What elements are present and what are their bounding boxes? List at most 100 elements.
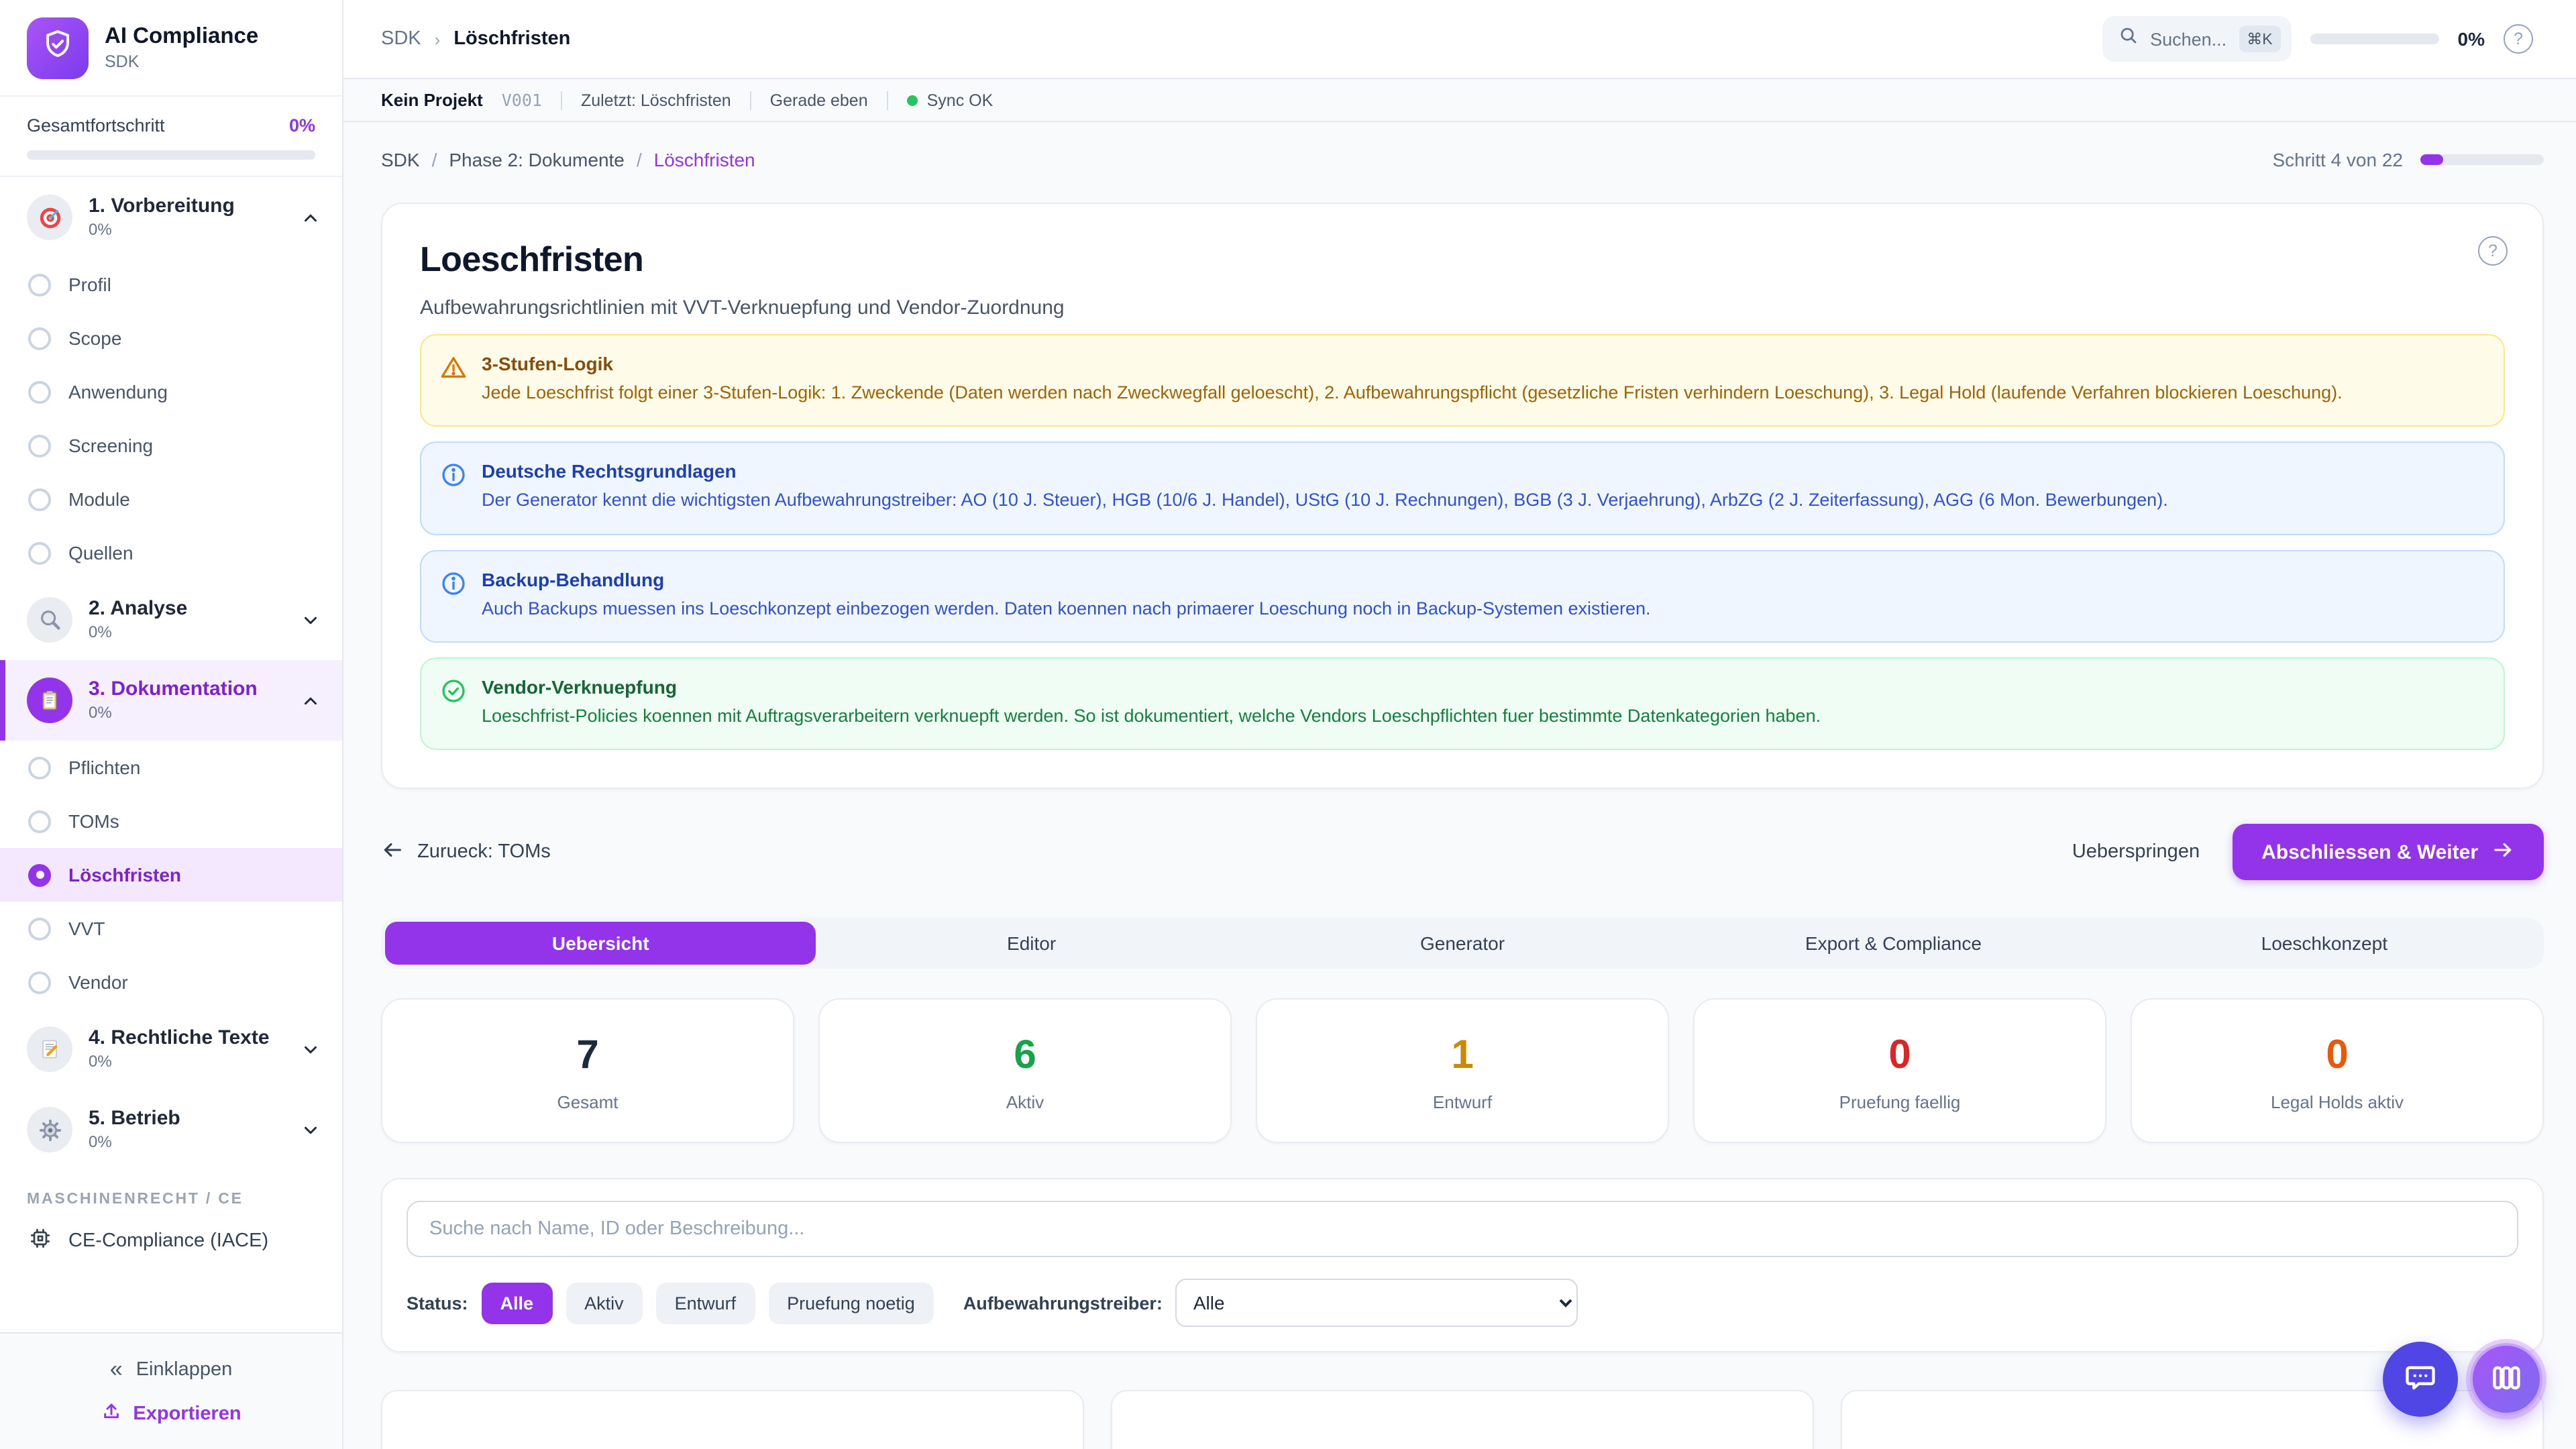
sidebar-section-betrieb[interactable]: 5. Betrieb 0%: [0, 1089, 342, 1170]
sidebar-section-analyse[interactable]: 2. Analyse 0%: [0, 580, 342, 660]
sidebar-section-rechtliche-texte[interactable]: 4. Rechtliche Texte 0%: [0, 1009, 342, 1089]
collapse-sidebar-button[interactable]: « Einklappen: [110, 1358, 232, 1381]
status-filter-pruefung-noetig[interactable]: Pruefung noetig: [768, 1282, 934, 1324]
top-progress-bar: [2310, 34, 2439, 44]
breadcrumb-current: Löschfristen: [453, 28, 571, 50]
step-progress: Schritt 4 von 22: [2272, 149, 2544, 170]
sidebar-item-pflichten[interactable]: Pflichten: [0, 741, 342, 794]
export-label: Exportieren: [133, 1403, 241, 1425]
gear-icon: [27, 1107, 72, 1152]
radio-circle-icon: [28, 273, 51, 296]
sidebar-item-ce-compliance[interactable]: CE-Compliance (IACE): [0, 1213, 342, 1269]
app-logo: [27, 17, 89, 78]
tab-generator[interactable]: Generator: [1419, 932, 1505, 954]
radio-circle-icon: [28, 756, 51, 779]
chevron-down-icon: [299, 1119, 321, 1140]
section-percent: 0%: [89, 1132, 112, 1152]
policy-search-input[interactable]: [407, 1201, 2518, 1257]
alert-info-rechtsgrundlagen: Deutsche Rechtsgrundlagen Der Generator …: [420, 441, 2505, 535]
section-title: 3. Dokumentation: [89, 677, 258, 700]
machine-section-heading: MASCHINENRECHT / CE: [27, 1191, 244, 1208]
sidebar-nav: 1. Vorbereitung 0% Profil Scope Anwendun…: [0, 177, 342, 1269]
overall-progress: Gesamtfortschritt 0%: [0, 97, 342, 177]
page-header-card: Loeschfristen Aufbewahrungsrichtlinien m…: [381, 203, 2544, 789]
alert-info-backup: Backup-Behandlung Auch Backups muessen i…: [420, 549, 2505, 643]
stat-label: Aktiv: [1006, 1092, 1044, 1112]
tab-editor[interactable]: Editor: [1007, 932, 1057, 954]
tab-export-compliance[interactable]: Export & Compliance: [1805, 932, 1982, 954]
chat-fab-button[interactable]: [2383, 1342, 2458, 1417]
sidebar-item-profil[interactable]: Profil: [0, 258, 342, 311]
divider: [560, 91, 562, 109]
radio-circle-icon: [28, 917, 51, 940]
stat-label: Legal Holds aktiv: [2271, 1092, 2404, 1112]
global-search[interactable]: Suchen... ⌘K: [2102, 16, 2292, 62]
sidebar-item-scope[interactable]: Scope: [0, 311, 342, 365]
sidebar-section-vorbereitung[interactable]: 1. Vorbereitung 0%: [0, 177, 342, 258]
overall-progress-value: 0%: [288, 115, 315, 136]
sidebar-item-vendor[interactable]: Vendor: [0, 955, 342, 1009]
warning-icon: [440, 354, 467, 407]
sidebar-item-vvt[interactable]: VVT: [0, 902, 342, 955]
chat-bubble-icon: [2403, 1360, 2438, 1399]
policy-card[interactable]: [1111, 1390, 1814, 1449]
shield-check-icon: [42, 28, 74, 67]
alert-success-vendor: Vendor-Verknuepfung Loeschfrist-Policies…: [420, 657, 2505, 750]
chevron-down-icon: [299, 1038, 321, 1060]
stat-label: Pruefung faellig: [1839, 1092, 1961, 1112]
stat-aktiv: 6 Aktiv: [818, 998, 1232, 1143]
step-progress-bar: [2420, 154, 2544, 165]
radio-circle-icon: [28, 541, 51, 564]
status-bar: Kein Projekt V001 Zuletzt: Löschfristen …: [343, 79, 2576, 122]
arrow-right-icon: [2491, 838, 2514, 866]
status-filter-alle[interactable]: Alle: [481, 1282, 553, 1324]
status-filter-aktiv[interactable]: Aktiv: [566, 1282, 643, 1324]
alert-title: Backup-Behandlung: [482, 568, 665, 590]
stat-value: 0: [2326, 1033, 2349, 1077]
alert-title: Deutsche Rechtsgrundlagen: [482, 460, 737, 482]
columns-icon: [2490, 1361, 2522, 1397]
breadcrumb-phase[interactable]: Phase 2: Dokumente: [449, 149, 625, 170]
sidebar-item-label: Screening: [68, 435, 154, 456]
tab-loeschkonzept[interactable]: Loeschkonzept: [2261, 932, 2387, 954]
back-button[interactable]: Zurueck: TOMs: [381, 838, 551, 866]
help-icon[interactable]: ?: [2504, 24, 2533, 54]
sidebar-item-screening[interactable]: Screening: [0, 419, 342, 472]
sync-status: Sync OK: [906, 91, 993, 109]
last-visited: Zuletzt: Löschfristen: [580, 91, 731, 109]
sidebar-item-quellen[interactable]: Quellen: [0, 526, 342, 580]
card-help-icon[interactable]: ?: [2478, 236, 2508, 266]
breadcrumb-sdk[interactable]: SDK: [381, 149, 420, 170]
page-title: Loeschfristen: [420, 239, 644, 279]
sidebar-item-anwendung[interactable]: Anwendung: [0, 365, 342, 419]
skip-button[interactable]: Ueberspringen: [2072, 841, 2200, 863]
radio-circle-icon: [28, 810, 51, 833]
section-percent: 0%: [89, 220, 112, 239]
driver-filter-select[interactable]: Alle: [1175, 1279, 1578, 1327]
breadcrumb-root[interactable]: SDK: [381, 28, 421, 50]
policy-card[interactable]: [381, 1390, 1084, 1449]
alert-title: Vendor-Verknuepfung: [482, 676, 677, 698]
radio-circle-icon: [28, 327, 51, 350]
status-filter-entwurf[interactable]: Entwurf: [655, 1282, 755, 1324]
stat-value: 1: [1451, 1033, 1474, 1077]
columns-fab-button[interactable]: [2470, 1343, 2542, 1415]
sidebar-item-module[interactable]: Module: [0, 472, 342, 526]
chevron-up-icon: [299, 690, 321, 711]
section-title: 1. Vorbereitung: [89, 194, 235, 217]
export-button[interactable]: Exportieren: [101, 1401, 241, 1428]
sidebar-item-toms[interactable]: TOMs: [0, 794, 342, 848]
sidebar-item-loeschfristen[interactable]: Löschfristen: [0, 848, 342, 902]
radio-circle-icon: [28, 971, 51, 994]
target-icon: [27, 195, 72, 240]
stat-value: 0: [1888, 1033, 1911, 1077]
section-title: 5. Betrieb: [89, 1106, 180, 1130]
last-saved-time: Gerade eben: [769, 91, 868, 109]
tab-uebersicht[interactable]: Uebersicht: [385, 922, 816, 965]
page-breadcrumb-row: SDK / Phase 2: Dokumente / Löschfristen …: [381, 144, 2544, 176]
sidebar-section-dokumentation[interactable]: 3. Dokumentation 0%: [0, 660, 342, 741]
alert-body: Loeschfrist-Policies koennen mit Auftrag…: [482, 705, 1821, 726]
complete-next-button[interactable]: Abschliessen & Weiter: [2232, 824, 2544, 880]
upload-icon: [101, 1401, 122, 1428]
